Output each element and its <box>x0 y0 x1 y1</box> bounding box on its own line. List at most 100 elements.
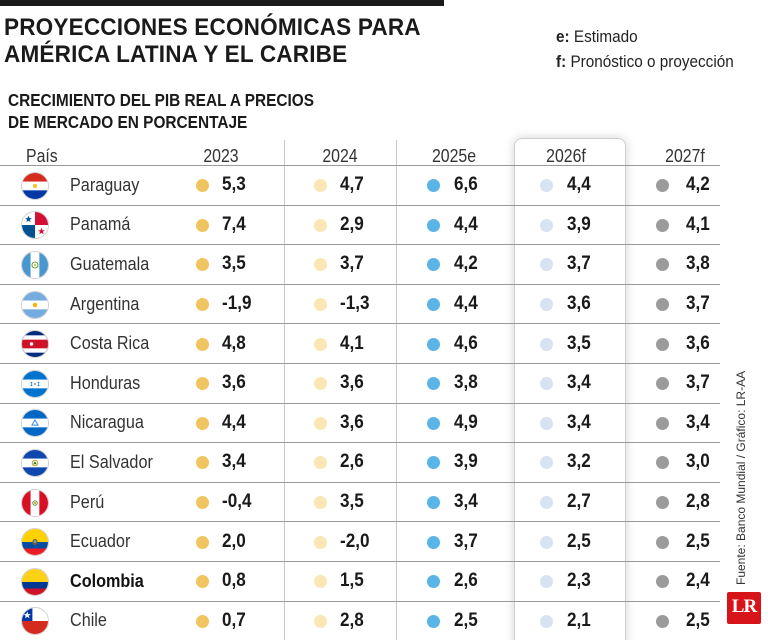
value-2024: 3,6 <box>340 411 364 433</box>
lr-logo-text: LR <box>731 596 757 617</box>
dot-2026f <box>540 575 553 589</box>
column-divider <box>284 140 285 640</box>
value-2024: 2,8 <box>340 609 364 631</box>
dot-2023 <box>196 535 209 549</box>
dot-2023 <box>196 298 209 312</box>
dot-2027f <box>656 456 669 470</box>
header-2027f: 2027f <box>665 146 705 166</box>
dot-2027f <box>656 416 669 430</box>
value-2027f: 3,8 <box>686 253 710 275</box>
dot-2026f <box>540 258 553 272</box>
table-row: Perú -0,4 3,5 3,4 2,7 2,8 <box>0 481 768 523</box>
value-2026f: 4,4 <box>567 174 591 196</box>
source-note: Fuente: Banco Mundial / Gráfico: LR-AA <box>734 370 748 585</box>
dot-2027f <box>656 218 669 232</box>
value-2025e: 4,4 <box>454 213 478 235</box>
costa-rica-flag-icon <box>21 330 49 359</box>
table-row: Paraguay 5,3 4,7 6,6 4,4 4,2 <box>0 166 768 206</box>
value-2024: 4,7 <box>340 174 364 196</box>
dot-2023 <box>196 614 209 628</box>
table-row: El Salvador 3,4 2,6 3,9 3,2 3,0 <box>0 442 768 483</box>
value-2023: 3,6 <box>222 372 246 394</box>
top-rule <box>0 0 444 6</box>
row-divider <box>0 561 720 562</box>
table-row: Chile 0,7 2,8 2,5 2,1 2,5 <box>0 600 768 640</box>
country-name: Panamá <box>70 214 131 235</box>
value-2023: -1,9 <box>222 293 252 315</box>
value-2023: -0,4 <box>222 491 252 513</box>
value-2024: 3,6 <box>340 372 364 394</box>
value-2023: 7,4 <box>222 213 246 235</box>
dot-2024 <box>314 258 327 272</box>
header-pais: País <box>26 146 58 166</box>
dot-2026f <box>540 456 553 470</box>
dot-2024 <box>314 535 327 549</box>
value-2024: -1,3 <box>340 293 370 315</box>
dot-2027f <box>656 377 669 391</box>
row-divider <box>0 363 720 364</box>
dot-2025e <box>427 377 440 391</box>
row-divider <box>0 204 720 206</box>
el-salvador-flag-icon <box>21 448 49 477</box>
value-2023: 3,5 <box>222 253 246 275</box>
dot-2023 <box>196 416 209 430</box>
nicaragua-flag-icon <box>21 409 49 438</box>
row-divider <box>0 244 720 246</box>
value-2027f: 3,0 <box>686 451 710 473</box>
value-2027f: 4,1 <box>686 213 710 235</box>
chart-subtitle-line-2: DE MERCADO EN PORCENTAJE <box>8 112 248 132</box>
chile-flag-icon <box>21 607 49 636</box>
value-2026f: 3,4 <box>567 411 591 433</box>
dot-2023 <box>196 179 209 193</box>
dot-2027f <box>656 575 669 589</box>
dot-2026f <box>540 496 553 510</box>
value-2026f: 3,9 <box>567 213 591 235</box>
table-row: Honduras 3,6 3,6 3,8 3,4 3,7 <box>0 363 768 404</box>
colombia-flag-icon <box>21 567 49 596</box>
chart-subtitle-line-1: CRECIMIENTO DEL PIB REAL A PRECIOS <box>8 90 315 110</box>
dot-2026f <box>540 298 553 312</box>
dot-2026f <box>540 535 553 549</box>
country-name: Honduras <box>70 372 141 393</box>
value-2026f: 3,4 <box>567 372 591 394</box>
country-name: Chile <box>70 610 107 631</box>
dot-2027f <box>656 496 669 510</box>
dot-2027f <box>656 337 669 351</box>
table-row: Guatemala 3,5 3,7 4,2 3,7 3,8 <box>0 244 768 285</box>
value-2023: 5,3 <box>222 174 246 196</box>
honduras-flag-icon <box>21 369 49 398</box>
value-2023: 4,8 <box>222 332 246 354</box>
dot-2025e <box>427 258 440 272</box>
dot-2026f <box>540 179 553 193</box>
dot-2023 <box>196 456 209 470</box>
dot-2025e <box>427 337 440 351</box>
dot-2027f <box>656 179 669 193</box>
value-2024: 3,5 <box>340 491 364 513</box>
dot-2025e <box>427 218 440 232</box>
dot-2023 <box>196 377 209 391</box>
row-divider <box>0 521 720 523</box>
column-divider <box>396 140 397 640</box>
country-name: Argentina <box>70 293 140 314</box>
dot-2023 <box>196 575 209 589</box>
value-2026f: 2,7 <box>567 491 591 513</box>
table-row: Panamá 7,4 2,9 4,4 3,9 4,1 <box>0 204 768 246</box>
paraguay-flag-icon <box>21 171 49 200</box>
dot-2023 <box>196 258 209 272</box>
dot-2025e <box>427 416 440 430</box>
value-2027f: 4,2 <box>686 174 710 196</box>
chart-title-line-1: PROYECCIONES ECONÓMICAS PARA <box>4 14 421 41</box>
value-2027f: 2,8 <box>686 491 710 513</box>
dot-2025e <box>427 535 440 549</box>
value-2023: 0,7 <box>222 609 246 631</box>
country-name: Costa Rica <box>70 333 150 354</box>
value-2023: 0,8 <box>222 570 246 592</box>
value-2026f: 3,7 <box>567 253 591 275</box>
dot-2024 <box>314 456 327 470</box>
dot-2023 <box>196 496 209 510</box>
table-row: Colombia 0,8 1,5 2,6 2,3 2,4 <box>0 561 768 602</box>
dot-2025e <box>427 179 440 193</box>
value-2027f: 3,6 <box>686 332 710 354</box>
value-2025e: 3,4 <box>454 491 478 513</box>
value-2025e: 3,9 <box>454 451 478 473</box>
